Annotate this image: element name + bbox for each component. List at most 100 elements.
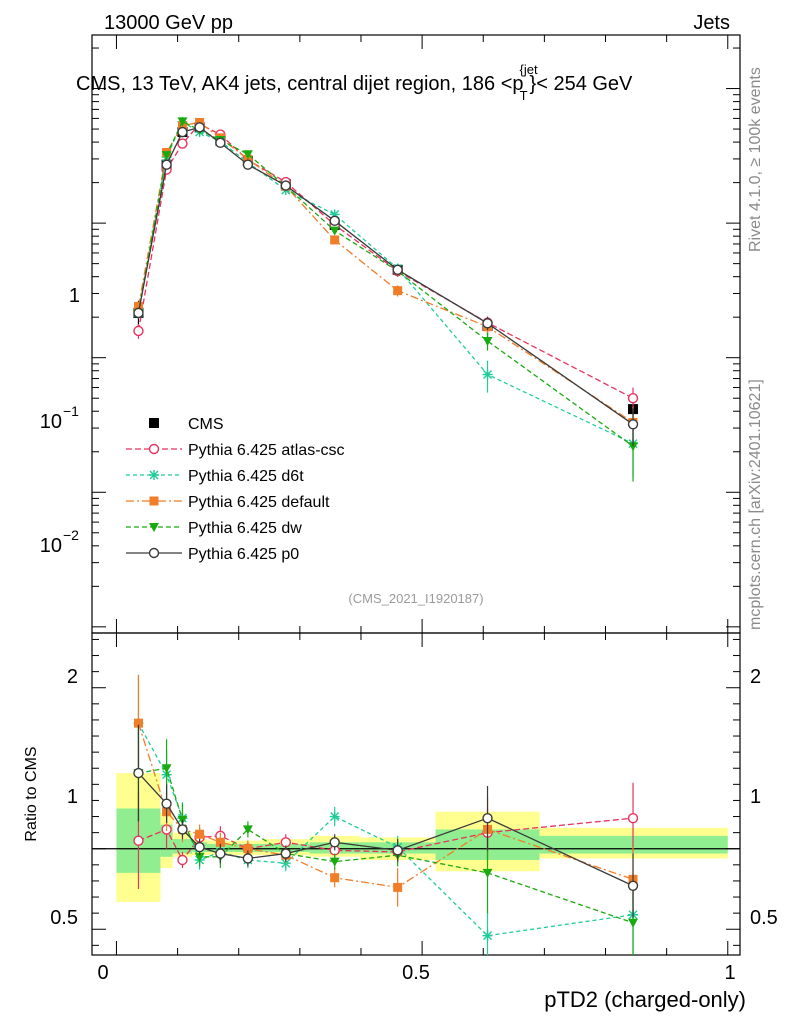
main-series-data [133,122,639,430]
main-ytick-label-0.1: 10 [40,411,62,433]
ratio-point-d6t [329,811,340,822]
main-series-atlas_csc [133,118,639,412]
ratio-point-atlas_csc [133,835,144,846]
legend-marker-data [149,418,159,428]
plot-title-sup: {jet [520,62,538,77]
main-point-dw [628,442,639,452]
ratio-ytick-label-left-0.5: 0.5 [50,907,78,929]
main-point-atlas_csc [133,325,144,337]
main-line-d6t [137,120,634,445]
x-axis-title: pTD2 (charged-only) [544,987,746,1012]
main-point-dw [482,337,493,347]
main-point-p0 [280,180,291,191]
legend-item-default: Pythia 6.425 default [126,494,330,511]
category-label: Jets [693,12,730,34]
legend-marker-atlas_csc [148,443,160,455]
main-point-dw [242,150,253,160]
ratio-point-p0 [392,845,403,856]
legend-label-d6t: Pythia 6.425 d6t [188,468,304,485]
plot-title: CMS, 13 TeV, AK4 jets, central dijet reg… [76,62,633,103]
legend-label-atlas_csc: Pythia 6.425 atlas-csc [188,442,345,459]
main-ytick-exp-0.1: −1 [63,403,79,419]
legend-item-dw: Pythia 6.425 dw [126,520,302,537]
band-inner-10 [539,835,728,854]
main-axis-ticks [92,35,740,634]
main-point-p0 [627,419,639,430]
main-point-p0 [133,307,144,319]
main-point-default [133,302,143,312]
ratio-point-p0 [482,812,493,824]
legend-marker-default [149,496,159,506]
ratio-point-default [393,882,403,892]
main-line-default [137,121,634,424]
ratio-point-p0 [242,853,254,864]
ratio-ytick-label-right-0.5: 0.5 [750,907,778,929]
ratio-point-p0 [177,824,188,835]
ratio-point-dw [242,825,253,835]
main-series-p0 [133,122,639,447]
ratio-point-atlas_csc [177,854,188,866]
xtick-label-1: 1 [724,962,735,984]
ratio-y-axis-title: Ratio to CMS [23,746,40,841]
main-ytick-exp-0.01: −2 [63,527,79,543]
legend-label-dw: Pythia 6.425 dw [188,520,302,537]
ratio-point-p0 [133,767,144,779]
band-inner-2 [172,839,193,854]
plot-title-main: CMS, 13 TeV, AK4 jets, central dijet reg… [76,73,524,95]
ratio-series-d6t [133,674,639,955]
mcplots-label: mcplots.cern.ch [arXiv:2401.10621] [747,379,764,630]
legend-marker-d6t [149,470,159,480]
ratio-point-atlas_csc [280,837,291,848]
legend-marker-dw [149,523,159,532]
main-point-p0 [177,126,188,138]
legend: CMS Pythia 6.425 atlas-csc Pythia 6.425 d6… [126,416,345,563]
ratio-point-default [195,829,205,839]
rivet-version-label: Rivet 4.1.0, ≥ 100k events [747,67,764,252]
main-point-atlas_csc [627,393,639,404]
legend-item-atlas_csc: Pythia 6.425 atlas-csc [126,442,345,459]
main-point-p0 [161,159,172,170]
main-point-p0 [194,122,205,133]
analysis-id-label: (CMS_2021_I1920187) [348,591,483,606]
ratio-point-d6t [482,930,493,941]
main-point-p0 [329,215,340,227]
ratio-panel-frame [91,632,741,956]
ratio-point-dw [194,852,205,862]
ratio-line-default [137,722,634,889]
ratio-point-dw [628,918,639,928]
ratio-point-p0 [627,880,639,891]
collision-label: 13000 GeV pp [104,12,233,34]
ratio-point-p0 [161,798,172,809]
ratio-series-default [133,674,638,912]
main-ytick-label-0.01: 10 [40,535,62,557]
main-point-dw [329,226,340,236]
plot-title-end: }< 254 GeV [530,73,634,95]
main-point-d6t [482,369,493,380]
main-ytick-label-1: 1 [69,285,80,307]
main-point-p0 [242,159,254,170]
ratio-point-default [133,718,143,728]
legend-item-p0: Pythia 6.425 p0 [126,546,299,563]
ratio-axis-ticks [92,633,740,955]
ratio-series-group [92,674,740,955]
ratio-point-dw [329,857,340,867]
ratio-point-p0 [280,848,291,859]
main-point-default [243,154,253,164]
main-line-dw [137,120,634,447]
ratio-point-default [215,837,225,847]
legend-label-data: CMS [188,416,224,433]
legend-item-d6t: Pythia 6.425 d6t [126,468,304,485]
ratio-ytick-label-right-2: 2 [750,666,761,688]
ratio-point-default [330,873,340,883]
legend-marker-p0 [148,547,160,559]
ratio-point-dw [482,868,493,878]
main-point-p0 [482,318,493,329]
ratio-series-p0 [133,724,639,918]
ratio-point-p0 [194,841,205,853]
main-point-default [330,235,340,245]
main-point-p0 [215,137,226,149]
xtick-label-0.5: 0.5 [402,962,430,984]
ratio-point-p0 [215,848,226,859]
main-series-group [133,116,639,482]
